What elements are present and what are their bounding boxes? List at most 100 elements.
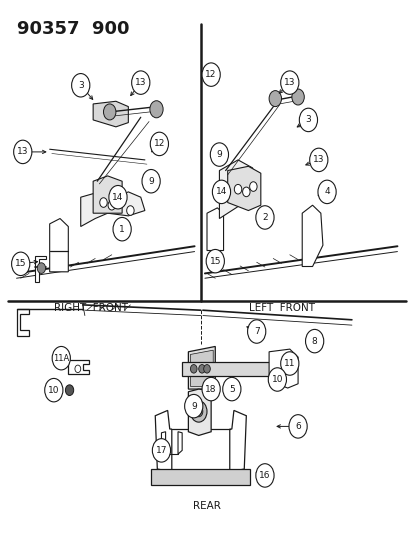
Circle shape bbox=[190, 365, 197, 373]
Circle shape bbox=[212, 180, 230, 204]
Circle shape bbox=[109, 185, 127, 209]
Text: 13: 13 bbox=[312, 156, 324, 164]
Circle shape bbox=[299, 108, 317, 132]
Circle shape bbox=[150, 101, 163, 118]
Circle shape bbox=[234, 184, 241, 194]
Polygon shape bbox=[68, 360, 89, 374]
Text: 11A: 11A bbox=[53, 354, 69, 362]
Text: RIGHT  FRONT: RIGHT FRONT bbox=[54, 303, 128, 313]
Polygon shape bbox=[151, 469, 250, 485]
Polygon shape bbox=[93, 176, 122, 213]
Circle shape bbox=[222, 377, 240, 401]
Polygon shape bbox=[206, 208, 223, 251]
Polygon shape bbox=[301, 205, 322, 266]
Circle shape bbox=[75, 365, 81, 373]
Circle shape bbox=[206, 249, 224, 273]
Text: 1: 1 bbox=[119, 225, 125, 233]
Text: 15: 15 bbox=[209, 257, 221, 265]
Polygon shape bbox=[178, 432, 182, 454]
Circle shape bbox=[100, 198, 107, 207]
Polygon shape bbox=[93, 101, 128, 127]
Text: 6: 6 bbox=[294, 422, 300, 431]
Polygon shape bbox=[188, 389, 211, 435]
Circle shape bbox=[190, 401, 206, 422]
Text: 4: 4 bbox=[323, 188, 329, 196]
Circle shape bbox=[52, 346, 70, 370]
Circle shape bbox=[203, 365, 210, 373]
Circle shape bbox=[202, 63, 220, 86]
Text: 9: 9 bbox=[148, 177, 154, 185]
Polygon shape bbox=[268, 349, 297, 388]
Text: 8: 8 bbox=[311, 337, 317, 345]
Circle shape bbox=[280, 352, 298, 375]
Circle shape bbox=[255, 464, 273, 487]
Text: 12: 12 bbox=[153, 140, 165, 148]
Polygon shape bbox=[81, 192, 145, 227]
Text: 7: 7 bbox=[253, 327, 259, 336]
Polygon shape bbox=[229, 410, 246, 472]
Text: 11: 11 bbox=[283, 359, 295, 368]
Circle shape bbox=[255, 206, 273, 229]
Circle shape bbox=[305, 329, 323, 353]
Polygon shape bbox=[188, 346, 215, 389]
Circle shape bbox=[247, 320, 265, 343]
Circle shape bbox=[184, 394, 202, 418]
Circle shape bbox=[45, 378, 63, 402]
Circle shape bbox=[150, 132, 168, 156]
Text: 9: 9 bbox=[216, 150, 222, 159]
Text: 9: 9 bbox=[190, 402, 196, 410]
Circle shape bbox=[309, 148, 327, 172]
Text: 15: 15 bbox=[15, 260, 26, 268]
Text: 3: 3 bbox=[78, 81, 83, 90]
Text: 14: 14 bbox=[112, 193, 123, 201]
Circle shape bbox=[12, 252, 30, 276]
Text: 10: 10 bbox=[271, 375, 282, 384]
Polygon shape bbox=[35, 256, 45, 282]
Polygon shape bbox=[17, 309, 29, 336]
Circle shape bbox=[14, 140, 32, 164]
Circle shape bbox=[152, 439, 170, 462]
Text: 17: 17 bbox=[155, 446, 167, 455]
Circle shape bbox=[242, 187, 249, 197]
Circle shape bbox=[194, 406, 202, 417]
Text: 3: 3 bbox=[305, 116, 311, 124]
Polygon shape bbox=[161, 432, 165, 454]
Circle shape bbox=[249, 182, 256, 191]
Circle shape bbox=[268, 91, 281, 107]
Circle shape bbox=[142, 169, 160, 193]
Circle shape bbox=[280, 71, 298, 94]
Circle shape bbox=[65, 385, 74, 395]
Circle shape bbox=[131, 71, 150, 94]
Circle shape bbox=[108, 200, 115, 210]
Circle shape bbox=[211, 256, 220, 266]
Text: 90357  900: 90357 900 bbox=[17, 20, 129, 38]
Text: 18: 18 bbox=[205, 385, 216, 393]
Circle shape bbox=[288, 415, 306, 438]
Circle shape bbox=[37, 263, 45, 273]
Circle shape bbox=[198, 365, 205, 373]
Circle shape bbox=[71, 74, 90, 97]
Circle shape bbox=[118, 195, 126, 205]
Text: REAR: REAR bbox=[192, 501, 221, 511]
Circle shape bbox=[202, 377, 220, 401]
Polygon shape bbox=[155, 410, 171, 472]
Circle shape bbox=[291, 89, 304, 105]
Polygon shape bbox=[227, 166, 260, 211]
Text: 16: 16 bbox=[259, 471, 270, 480]
Circle shape bbox=[126, 206, 134, 215]
Circle shape bbox=[103, 104, 116, 120]
Circle shape bbox=[210, 143, 228, 166]
Polygon shape bbox=[219, 160, 256, 219]
Circle shape bbox=[317, 180, 335, 204]
Text: LEFT  FRONT: LEFT FRONT bbox=[248, 303, 314, 313]
Circle shape bbox=[268, 368, 286, 391]
Polygon shape bbox=[50, 219, 68, 272]
Polygon shape bbox=[190, 350, 213, 386]
Polygon shape bbox=[182, 362, 281, 376]
Text: 13: 13 bbox=[283, 78, 295, 87]
Text: 10: 10 bbox=[48, 386, 59, 394]
Text: 13: 13 bbox=[135, 78, 146, 87]
Text: 5: 5 bbox=[228, 385, 234, 393]
Text: 14: 14 bbox=[215, 188, 227, 196]
Text: 2: 2 bbox=[261, 213, 267, 222]
